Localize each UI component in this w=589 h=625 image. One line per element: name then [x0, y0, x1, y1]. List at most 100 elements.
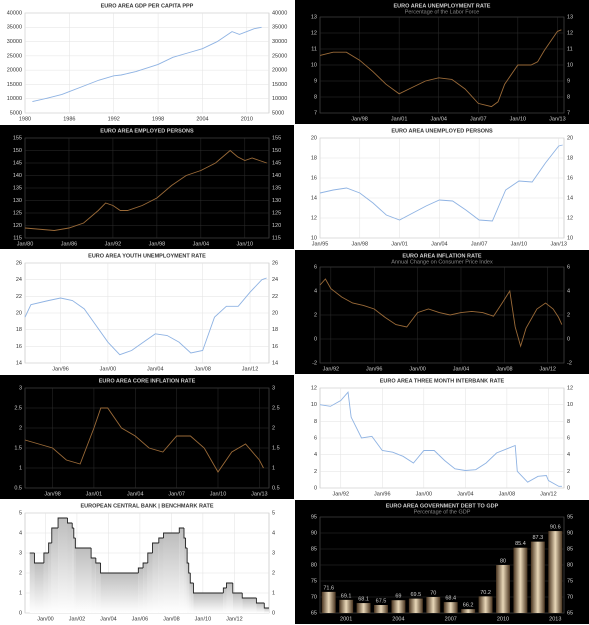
data-line [24, 277, 267, 356]
y-tick-label: 5 [19, 510, 22, 516]
y2-tick-label: 10000 [272, 96, 287, 102]
panel-background [0, 250, 294, 374]
y2-tick-label: 3 [272, 550, 275, 556]
y2-tick-label: 20 [567, 135, 573, 141]
y2-tick-label: 2 [567, 312, 570, 318]
y2-tick-label: 12 [567, 30, 573, 36]
value-label: 69.1 [341, 593, 352, 599]
y2-tick-label: 25000 [272, 53, 287, 59]
x-tick-label: Jan/04 [430, 116, 447, 122]
bar [548, 531, 563, 613]
y-tick-label: 65 [311, 610, 317, 616]
step-line [188, 563, 191, 574]
value-label: 66.2 [463, 603, 474, 609]
x-tick-label: Jan/96 [366, 366, 383, 372]
step-line [71, 523, 74, 529]
y-tick-label: 20000 [7, 68, 22, 74]
step-line [48, 542, 52, 553]
area-step [48, 543, 52, 613]
y2-tick-label: 95 [567, 514, 573, 520]
x-tick-label: Jan/00 [100, 366, 117, 372]
value-label: 70 [430, 590, 436, 596]
bar [339, 599, 354, 613]
panel-background [0, 375, 294, 499]
y-tick-label: 6 [314, 435, 317, 441]
y-tick-label: 4 [314, 452, 317, 458]
area-step [43, 553, 49, 613]
y2-tick-label: 115 [272, 235, 281, 241]
bar [496, 565, 510, 613]
y-tick-label: 14 [16, 360, 22, 366]
y2-tick-label: 12 [567, 385, 573, 391]
chart-title: EURO AREA UNEMPLOYMENT RATE [394, 3, 491, 9]
y2-tick-label: 14 [272, 360, 278, 366]
y-tick-label: 18 [311, 155, 317, 161]
step-line [73, 528, 76, 539]
y-tick-label: 22 [16, 294, 22, 300]
step-line [158, 537, 164, 543]
step-line [186, 548, 189, 564]
y2-tick-label: 145 [272, 160, 281, 166]
data-line [24, 407, 264, 473]
step-line [67, 518, 73, 524]
data-line [319, 144, 563, 222]
x-tick-label: Jan/04 [127, 491, 144, 497]
y-tick-label: 14 [311, 195, 317, 201]
y-tick-label: 155 [13, 135, 22, 141]
y2-tick-label: 16 [567, 175, 573, 181]
y2-tick-label: 5 [272, 510, 275, 516]
y-tick-label: 2.5 [14, 405, 22, 411]
x-tick-label: Jan/10 [510, 116, 527, 122]
chart-title: EURO AREA CORE INFLATION RATE [99, 378, 196, 384]
y-tick-label: 12 [311, 30, 317, 36]
area-step [188, 573, 191, 613]
bar [530, 541, 545, 613]
y2-tick-label: 11 [567, 46, 573, 52]
y-tick-label: 2 [314, 312, 317, 318]
chart-title: EURO AREA GOVERNMENT DEBT TO GDP [386, 503, 499, 509]
y-tick-label: 8 [314, 94, 317, 100]
area-step [95, 563, 101, 613]
x-tick-label: 2004 [196, 116, 208, 122]
step-line [57, 517, 68, 528]
y-tick-label: 1.5 [14, 445, 22, 451]
x-tick-label: Jan/12 [242, 366, 259, 372]
chart-subtitle: Annual Change on Consumer Price Index [391, 259, 493, 265]
area-step [51, 528, 59, 613]
panel-background [295, 500, 589, 624]
x-tick-label: 2013 [549, 616, 561, 622]
y-tick-label: 12 [311, 385, 317, 391]
y-tick-label: -2 [312, 360, 317, 366]
x-tick-label: Jan/08 [194, 366, 211, 372]
step-line [241, 593, 257, 599]
y-tick-label: 10 [311, 402, 317, 408]
x-tick-label: 1992 [108, 116, 120, 122]
step-line [137, 567, 144, 573]
x-tick-label: Jan/92 [323, 366, 340, 372]
y2-tick-label: 2.5 [272, 405, 280, 411]
x-tick-label: Jan/01 [391, 116, 408, 122]
y2-tick-label: 40000 [272, 10, 287, 16]
y-tick-label: 2 [314, 469, 317, 475]
x-tick-label: Jan/01 [391, 241, 408, 247]
y2-tick-label: 18 [272, 327, 278, 333]
y-tick-label: 8 [314, 419, 317, 425]
area-step [179, 528, 184, 613]
x-tick-label: Jan/10 [195, 616, 212, 622]
step-line [147, 552, 153, 563]
y2-tick-label: 18 [567, 155, 573, 161]
area-step [193, 593, 224, 613]
y-tick-label: 6 [314, 264, 317, 270]
x-tick-label: Jan/04 [193, 241, 210, 247]
y2-tick-label: 16 [272, 344, 278, 350]
data-line [319, 29, 562, 108]
x-tick-label: Jan/07 [470, 116, 487, 122]
step-line [74, 538, 92, 549]
area-step [256, 603, 265, 613]
value-label: 68.4 [445, 596, 456, 602]
x-tick-label: Jan/07 [471, 241, 488, 247]
panel-background [295, 125, 589, 249]
y-tick-label: 15000 [7, 82, 22, 88]
area-step [152, 543, 159, 613]
x-tick-label: Jan/04 [100, 616, 117, 622]
